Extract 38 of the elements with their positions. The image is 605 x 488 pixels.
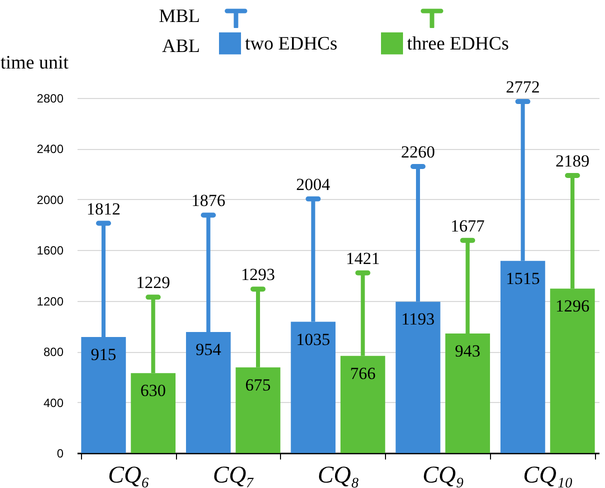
data-label: 630 <box>140 381 166 400</box>
data-label: 1035 <box>296 330 330 349</box>
y-tick-label: 400 <box>43 396 64 410</box>
annotation: 1812 <box>86 199 121 218</box>
x-tick-label: CQ₆ <box>108 462 150 488</box>
annotation: 2189 <box>555 151 590 170</box>
data-label: 954 <box>196 340 222 360</box>
annotation: 2260 <box>400 142 435 162</box>
x-tick-label: CQ₇ <box>212 462 255 488</box>
y-axis-title: time unit <box>0 52 70 74</box>
x-tick-label: CQ₁₀ <box>523 462 574 488</box>
data-label: 1296 <box>555 296 590 316</box>
legend-label: three EDHCs <box>407 33 509 54</box>
annotation: 1677 <box>450 216 486 236</box>
y-tick-label: 0 <box>56 446 64 460</box>
y-tick-label: 2400 <box>36 142 64 156</box>
text: 2772 <box>506 78 540 97</box>
annotation: 2004 <box>296 174 331 194</box>
y-tick-label: 1200 <box>36 294 64 308</box>
data-label: 766 <box>350 364 376 383</box>
y-tick-label: 1600 <box>36 244 64 258</box>
legend-label: two EDHCs <box>245 33 338 54</box>
annotation: 1876 <box>191 191 226 210</box>
text: MBL <box>158 6 200 28</box>
data-label: 1515 <box>506 268 540 288</box>
y-tick-label: 800 <box>43 345 64 360</box>
annotation: 1229 <box>136 273 170 292</box>
data-label: 943 <box>454 341 480 360</box>
y-tick-label: 2000 <box>36 192 64 207</box>
x-tick-label: CQ₉ <box>422 462 464 488</box>
text: ABL <box>161 36 200 58</box>
data-label: 915 <box>90 344 116 364</box>
data-label: 675 <box>245 375 271 394</box>
data-label: 1193 <box>401 310 435 329</box>
x-tick-label: CQ₈ <box>318 462 360 488</box>
y-tick-label: 2800 <box>36 92 64 106</box>
annotation: 1293 <box>241 265 276 284</box>
annotation: 1421 <box>346 248 380 268</box>
